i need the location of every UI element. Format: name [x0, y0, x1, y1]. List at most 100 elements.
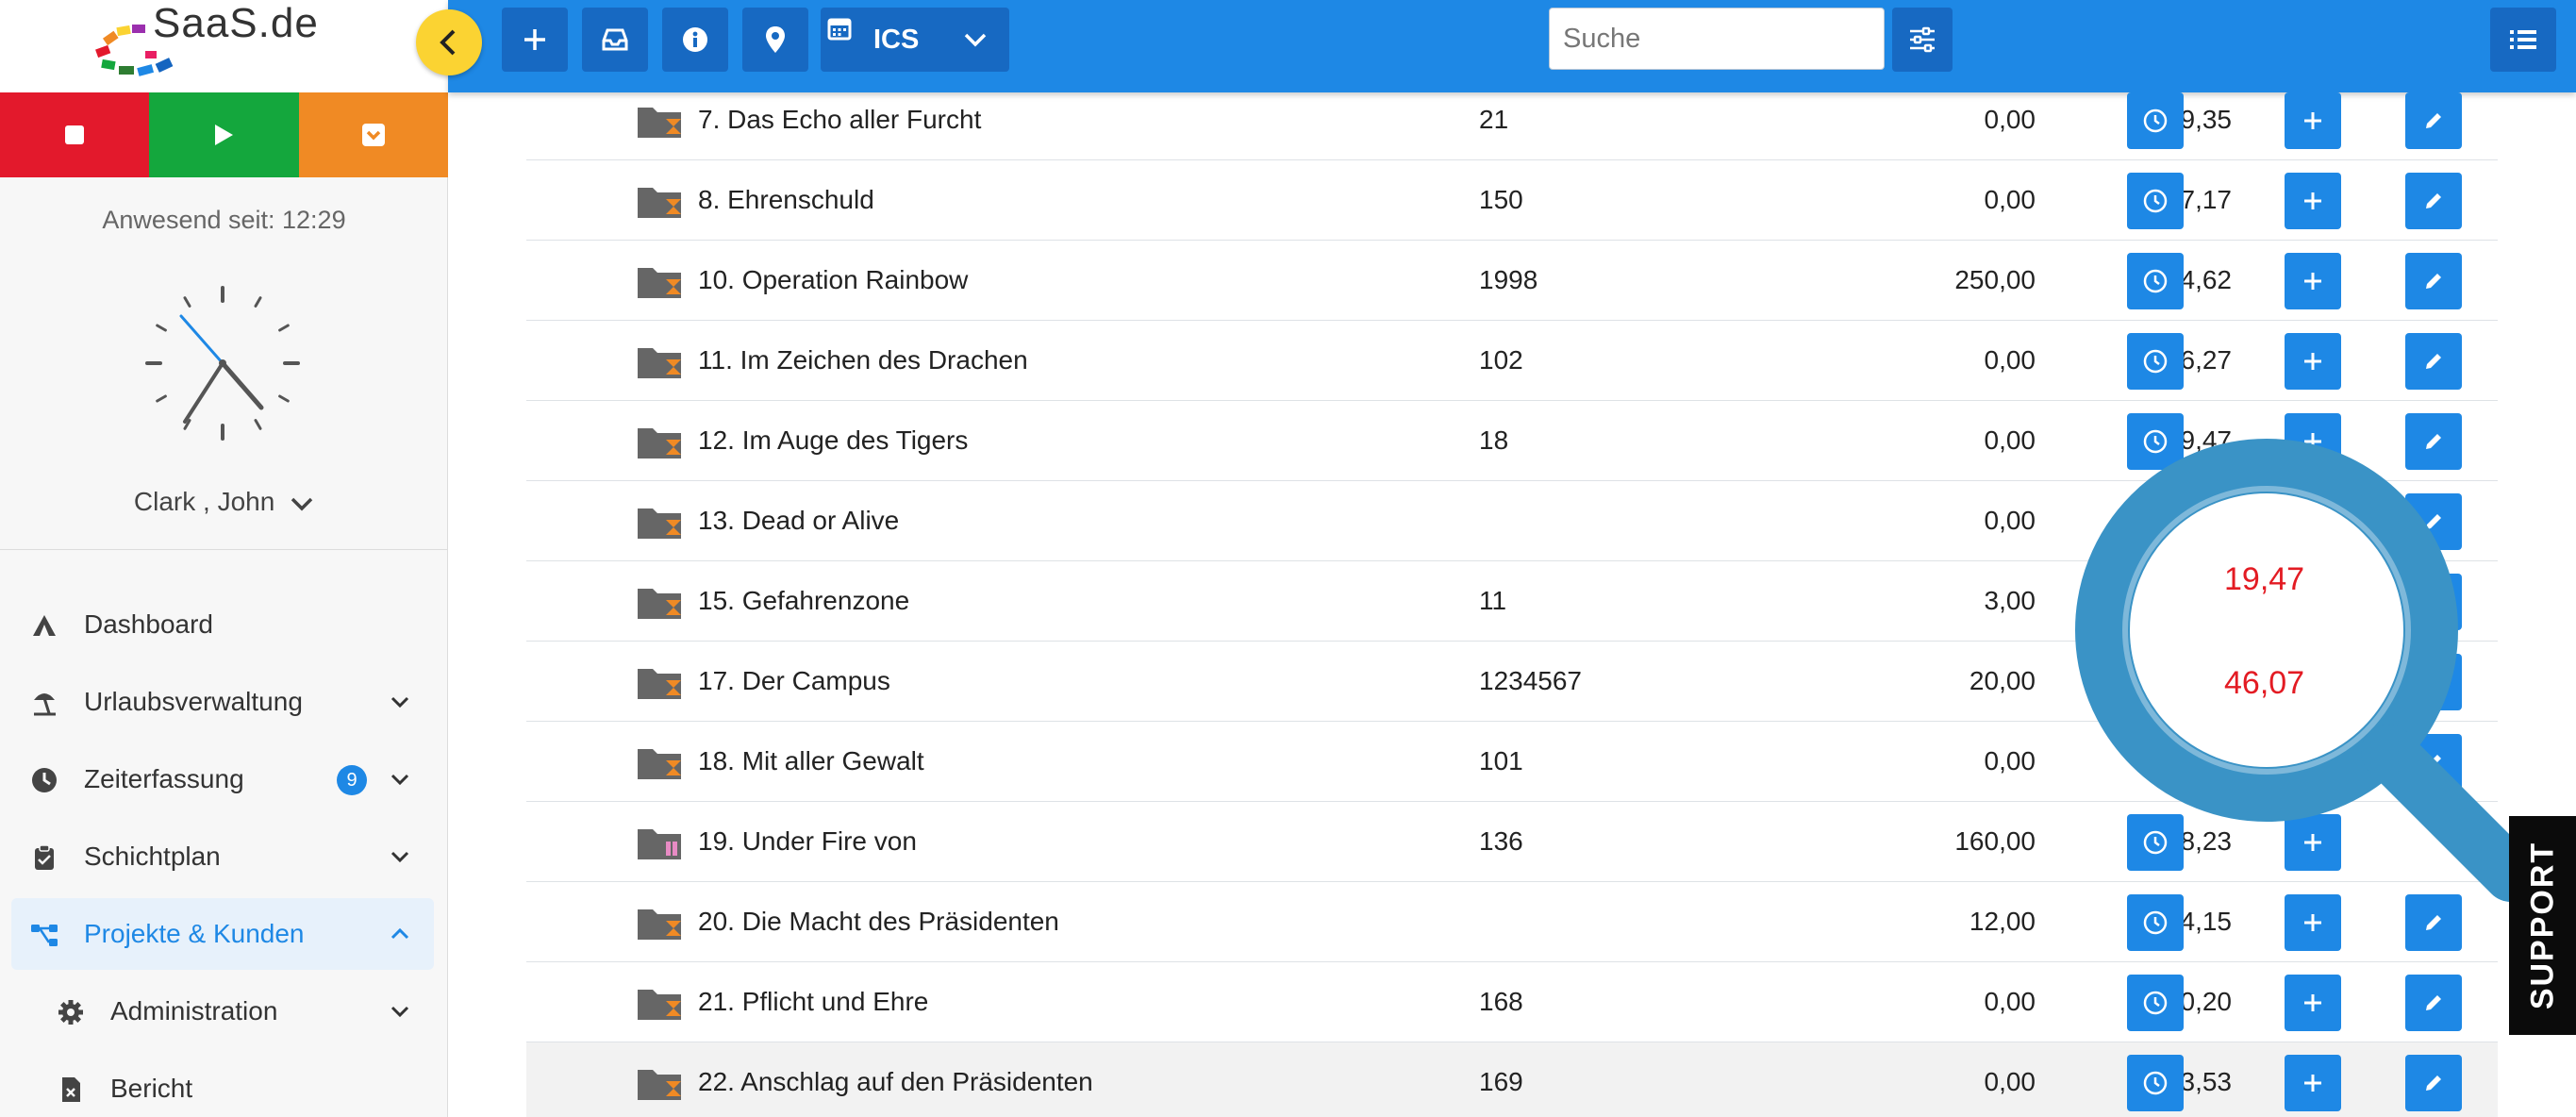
add-entry-button[interactable] — [2285, 253, 2341, 309]
time-entry-button[interactable] — [2127, 253, 2184, 309]
edit-button[interactable] — [2405, 574, 2462, 630]
logo-text: SaaS.de — [153, 0, 319, 46]
sidebar-item-schichtplan[interactable]: Schichtplan — [11, 821, 434, 892]
sidebar-item-dashboard[interactable]: Dashboard — [11, 589, 434, 660]
table-row[interactable]: 18. Mit aller Gewalt 101 0,00 265,15 — [526, 722, 2498, 802]
project-name: 11. Im Zeichen des Drachen — [698, 345, 1028, 375]
stop-button[interactable] — [0, 92, 150, 177]
sidebar-item-label: Projekte & Kunden — [84, 919, 305, 948]
time-entry-button[interactable] — [2127, 1055, 2184, 1111]
present-since-label: Anwesend seit: 12:29 — [102, 206, 346, 234]
play-button[interactable] — [149, 92, 299, 177]
edit-button[interactable] — [2405, 734, 2462, 791]
add-entry-button[interactable] — [2285, 975, 2341, 1031]
project-hours: 3,00 — [1984, 586, 2036, 615]
sidebar-item-administration[interactable]: Administration — [11, 975, 434, 1047]
plus-icon — [2304, 112, 2321, 129]
location-button[interactable] — [742, 8, 808, 72]
user-menu[interactable]: Clark , John — [0, 487, 448, 517]
table-row[interactable]: 8. Ehrenschuld 150 0,00 17,17 — [526, 160, 2498, 241]
notification-badge: 9 — [337, 765, 367, 795]
filter-settings-button[interactable] — [1892, 8, 1953, 72]
edit-button[interactable] — [2405, 92, 2462, 149]
report-file-icon — [62, 1077, 80, 1102]
add-entry-button[interactable] — [2285, 92, 2341, 149]
project-rate: 2.286,50 — [2129, 506, 2232, 535]
menu-button[interactable] — [2490, 8, 2556, 72]
sidebar-item-urlaubsverwaltung[interactable]: Urlaubsverwaltung — [11, 666, 434, 738]
collapse-sidebar-button[interactable] — [416, 9, 482, 75]
search-input[interactable] — [1549, 8, 1885, 70]
pencil-icon — [2426, 514, 2441, 529]
table-row[interactable]: 19. Under Fire von 136 160,00 38,23 — [526, 802, 2498, 882]
add-entry-button[interactable] — [2285, 173, 2341, 229]
edit-button[interactable] — [2405, 253, 2462, 309]
inbox-icon — [602, 28, 628, 51]
edit-button[interactable] — [2405, 173, 2462, 229]
table-row[interactable]: 21. Pflicht und Ehre 168 0,00 30,20 — [526, 962, 2498, 1042]
table-row[interactable]: 17. Der Campus 1234567 20,00 46,0 — [526, 642, 2498, 722]
edit-button[interactable] — [2405, 975, 2462, 1031]
add-entry-button[interactable] — [2285, 894, 2341, 951]
clock-icon — [2143, 910, 2168, 935]
support-label: SUPPORT — [2524, 841, 2560, 1010]
time-entry-button[interactable] — [2127, 92, 2184, 149]
project-name: 13. Dead or Alive — [698, 506, 900, 535]
add-button[interactable] — [502, 8, 568, 72]
edit-button[interactable] — [2405, 894, 2462, 951]
add-entry-button[interactable] — [2285, 413, 2341, 470]
edit-button[interactable] — [2405, 493, 2462, 550]
info-button[interactable] — [662, 8, 728, 72]
add-entry-button[interactable] — [2285, 814, 2341, 871]
table-row[interactable]: 11. Im Zeichen des Drachen 102 0,00 326,… — [526, 321, 2498, 401]
sidebar-item-label: Administration — [110, 996, 278, 1025]
project-hours: 0,00 — [1984, 1067, 2036, 1096]
support-tab[interactable]: SUPPORT — [2509, 816, 2576, 1035]
ics-dropdown-button[interactable]: ICS — [821, 8, 1009, 72]
sidebar-item-zeiterfassung[interactable]: Zeiterfassung 9 — [11, 743, 434, 815]
table-row[interactable]: 13. Dead or Alive 0,00 2.286,50 — [526, 481, 2498, 561]
chevron-down-icon — [391, 1006, 409, 1018]
project-number: 150 — [1479, 185, 1523, 214]
plus-icon — [2304, 914, 2321, 931]
table-row[interactable]: 20. Die Macht des Präsidenten 12,00 4,15 — [526, 882, 2498, 962]
logo[interactable]: SaaS.de — [0, 0, 448, 92]
time-entry-button[interactable] — [2127, 975, 2184, 1031]
time-entry-button[interactable] — [2127, 173, 2184, 229]
edit-button[interactable] — [2405, 654, 2462, 710]
table-row[interactable]: 12. Im Auge des Tigers 18 0,00 869,47 — [526, 401, 2498, 481]
projects-table: 7. Das Echo aller Furcht 21 0,00 719,35 … — [526, 92, 2498, 1117]
edit-button[interactable] — [2405, 1055, 2462, 1111]
project-hours: 0,00 — [1984, 746, 2036, 775]
break-button[interactable] — [298, 92, 448, 177]
time-entry-button[interactable] — [2127, 894, 2184, 951]
calendar-icon — [827, 18, 852, 41]
plus-icon — [2304, 994, 2321, 1011]
project-rate: 265,15 — [2151, 746, 2232, 775]
pencil-icon — [2426, 354, 2441, 369]
folder-icon — [638, 1070, 681, 1100]
pencil-icon — [2426, 755, 2441, 770]
pencil-icon — [2426, 193, 2441, 208]
add-entry-button[interactable] — [2285, 1055, 2341, 1111]
add-entry-button[interactable] — [2285, 333, 2341, 390]
edit-button[interactable] — [2405, 413, 2462, 470]
clock-icon — [2143, 108, 2168, 133]
table-row[interactable]: 7. Das Echo aller Furcht 21 0,00 719,35 — [526, 80, 2498, 160]
time-entry-button[interactable] — [2127, 333, 2184, 390]
project-name: 17. Der Campus — [698, 666, 890, 695]
table-row[interactable]: 22. Anschlag auf den Präsidenten 169 0,0… — [526, 1042, 2498, 1117]
inbox-button[interactable] — [582, 8, 648, 72]
time-entry-button[interactable] — [2127, 413, 2184, 470]
sidebar-item-bericht[interactable]: Bericht — [11, 1053, 434, 1117]
chevron-down-icon — [964, 33, 987, 47]
table-row[interactable]: 15. Gefahrenzone 11 3,00 19,4 — [526, 561, 2498, 642]
chevron-down-icon — [391, 851, 409, 863]
top-toolbar: ICS — [448, 0, 2576, 92]
edit-button[interactable] — [2405, 333, 2462, 390]
project-name: 15. Gefahrenzone — [698, 586, 910, 615]
time-entry-button[interactable] — [2127, 814, 2184, 871]
play-icon — [215, 125, 234, 145]
table-row[interactable]: 10. Operation Rainbow 1998 250,00 14,62 — [526, 241, 2498, 321]
sidebar-item-projekte-kunden[interactable]: Projekte & Kunden — [11, 898, 434, 970]
